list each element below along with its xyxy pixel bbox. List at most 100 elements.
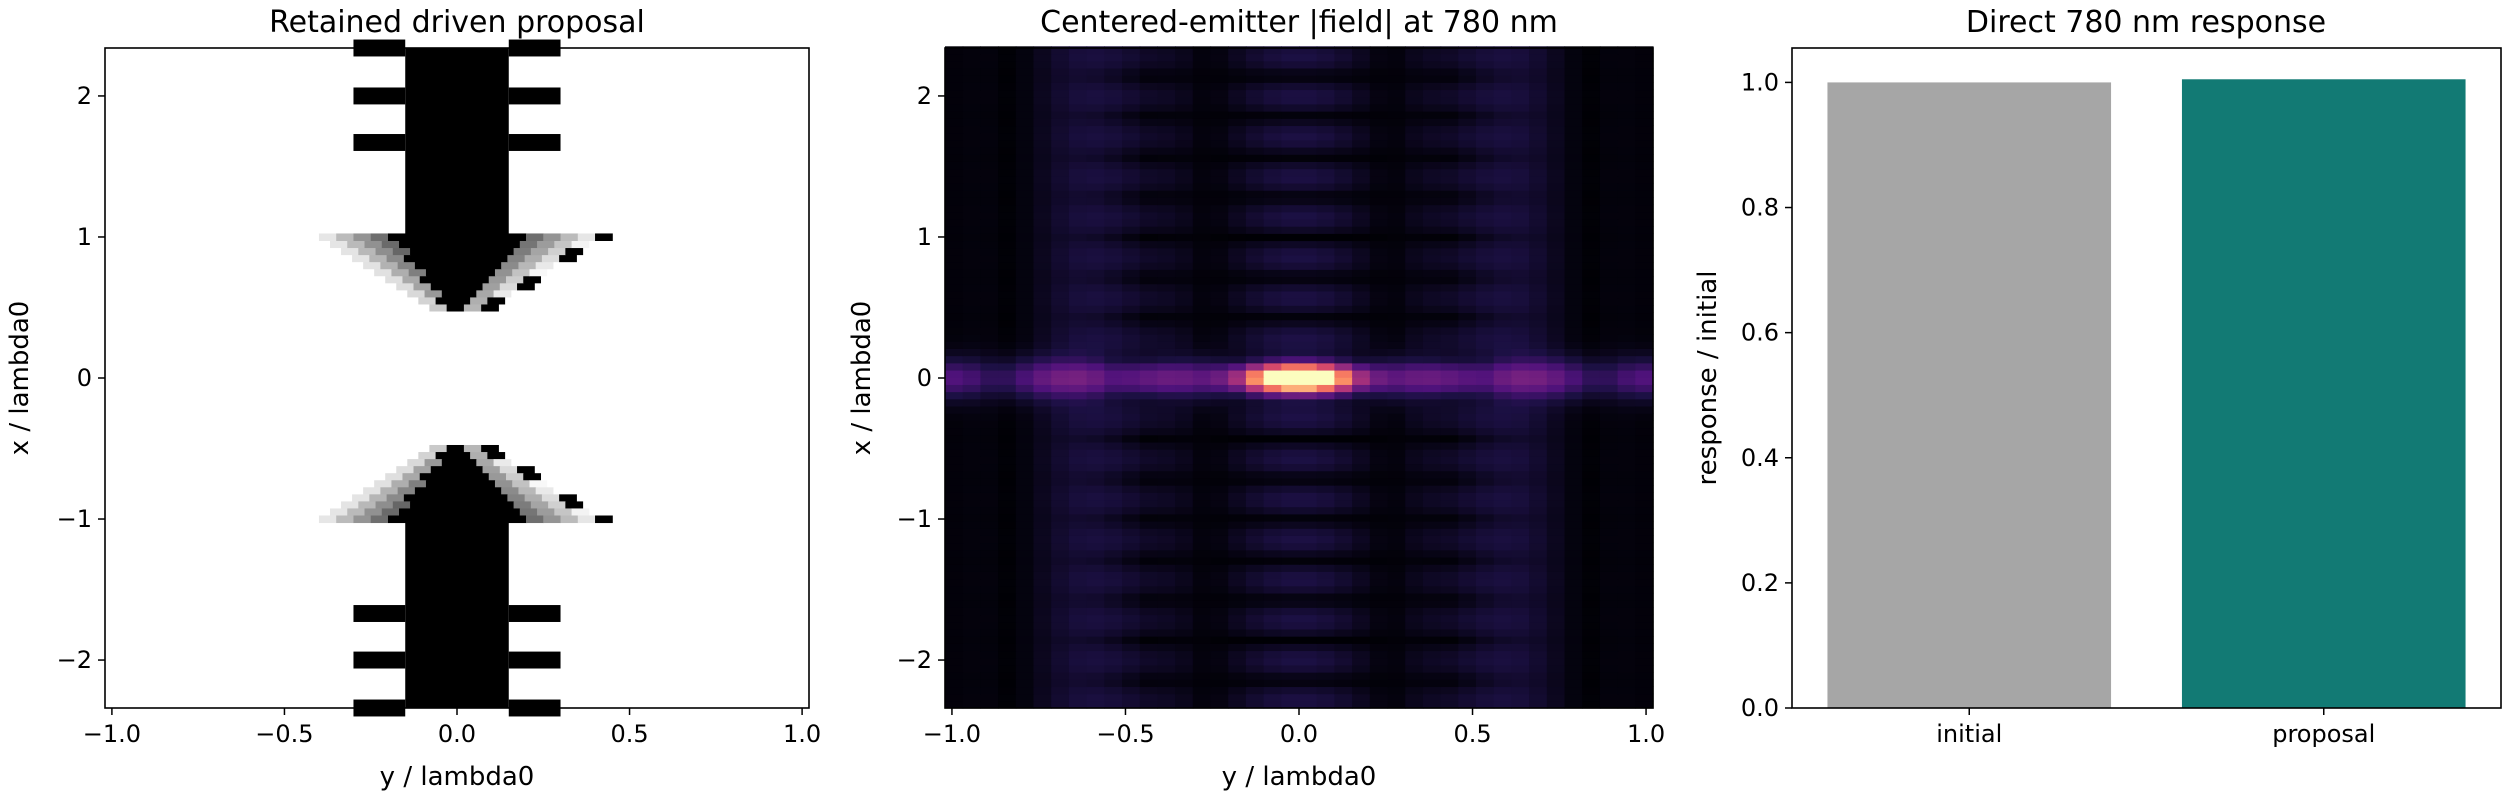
p2-pixel <box>1228 657 1247 666</box>
p2-pixel <box>1458 542 1477 551</box>
p2-pixel <box>1617 269 1636 278</box>
p2-pixel <box>1068 240 1088 249</box>
p2-pixel <box>1458 585 1477 594</box>
p2-pixel <box>1210 111 1229 119</box>
p2-pixel <box>1511 564 1530 572</box>
p2-pixel <box>1334 578 1353 587</box>
p2-pixel <box>1405 326 1424 335</box>
p1-pixel <box>358 247 377 256</box>
p2-pixel <box>1369 542 1389 551</box>
p2-pixel <box>1405 96 1424 105</box>
p2-pixel <box>980 175 999 184</box>
p2-pixel <box>1458 621 1477 630</box>
p2-pixel <box>1139 650 1158 659</box>
p2-pixel <box>1068 578 1088 587</box>
p1-title: Retained driven proposal <box>269 5 645 40</box>
p1-pixel <box>455 494 474 502</box>
p2-pixel <box>980 636 999 644</box>
p1-pixel <box>424 459 443 467</box>
p2-pixel <box>998 607 1017 616</box>
p2-pixel <box>1210 636 1229 644</box>
p2-pixel <box>1617 53 1636 62</box>
p2-pixel <box>1582 240 1601 249</box>
p2-pixel <box>1281 492 1300 501</box>
p2-pixel <box>1476 348 1495 357</box>
p2-pixel <box>945 657 964 666</box>
p2-pixel <box>1617 168 1636 177</box>
p2-pixel <box>1458 477 1477 486</box>
p2-pixel <box>1068 276 1088 285</box>
p2-pixel <box>1458 564 1477 572</box>
p2-pixel <box>1334 513 1353 522</box>
p2-pixel <box>1511 96 1530 105</box>
p2-pixel <box>998 592 1017 601</box>
p2-pixel <box>945 420 964 429</box>
p2-pixel <box>1210 506 1229 515</box>
p2-pixel <box>1263 535 1282 544</box>
p2-pixel <box>1086 269 1105 278</box>
p2-pixel <box>1245 441 1265 450</box>
p2-pixel <box>1564 211 1583 220</box>
p2-pixel <box>1564 53 1583 62</box>
p2-pixel <box>1352 607 1371 616</box>
p2-pixel <box>1546 111 1566 119</box>
p1-pixel <box>493 289 512 298</box>
p2-pixel <box>1369 427 1389 436</box>
p2-pixel <box>1228 628 1247 637</box>
p2-pixel <box>1405 283 1424 292</box>
p2-pixel <box>1599 636 1619 644</box>
p2-pixel <box>1546 190 1566 198</box>
p2-pixel <box>1086 60 1105 69</box>
p2-pixel <box>1617 521 1636 529</box>
p2-pixel <box>1334 82 1353 91</box>
p2-pixel <box>1582 592 1601 601</box>
p2-pixel <box>1476 513 1495 522</box>
p2-pixel <box>1564 513 1583 522</box>
p2-pixel <box>1387 175 1406 184</box>
p2-pixel <box>1175 398 1194 407</box>
p0-ytick-label: −1 <box>57 505 92 533</box>
p2-pixel <box>1564 190 1583 198</box>
p2-pixel <box>1511 621 1530 630</box>
p2-pixel <box>1476 190 1495 198</box>
p2-pixel <box>1086 700 1105 709</box>
p2-pixel <box>1405 664 1424 673</box>
p2-pixel <box>1263 154 1282 162</box>
p2-pixel <box>1493 118 1512 127</box>
p2-pixel <box>1493 111 1512 119</box>
p2-pixel <box>1422 240 1442 249</box>
p2-pixel <box>1068 384 1088 393</box>
p2-pixel <box>1440 326 1459 335</box>
p2-pixel <box>1546 657 1566 666</box>
p2-pixel <box>1015 636 1035 644</box>
p2-pixel <box>1511 434 1530 443</box>
p2-pixel <box>1210 463 1229 472</box>
p2-pixel <box>1245 427 1265 436</box>
p2-pixel <box>1476 628 1495 637</box>
p2-pixel <box>1139 470 1158 479</box>
p2-pixel <box>1157 190 1176 198</box>
p2-pixel <box>962 556 981 565</box>
p2-pixel <box>980 650 999 659</box>
p2-pixel <box>1529 441 1548 450</box>
p2-pixel <box>1192 650 1212 659</box>
p1-pixel <box>399 508 417 516</box>
p2-pixel <box>1458 628 1477 637</box>
p2-pixel <box>1529 679 1548 688</box>
p2-pixel <box>1139 427 1158 436</box>
p2-pixel <box>1617 377 1636 385</box>
p2-pixel <box>1352 111 1371 119</box>
p2-pixel <box>1316 89 1335 98</box>
p2-pixel <box>1299 305 1318 314</box>
p2-pixel <box>1228 60 1247 69</box>
p2-pixel <box>980 89 999 98</box>
p2-pixel <box>1139 319 1158 328</box>
p2-pixel <box>1529 506 1548 515</box>
p2-pixel <box>1139 190 1158 198</box>
p2-pixel <box>1175 240 1194 249</box>
p2-pixel <box>1405 391 1424 400</box>
panel-response-bars: Direct 780 nm response response / initia… <box>1693 5 2502 748</box>
p1-pixel <box>499 466 518 474</box>
p2-pixel <box>1511 262 1530 270</box>
p2-pixel <box>1440 420 1459 429</box>
